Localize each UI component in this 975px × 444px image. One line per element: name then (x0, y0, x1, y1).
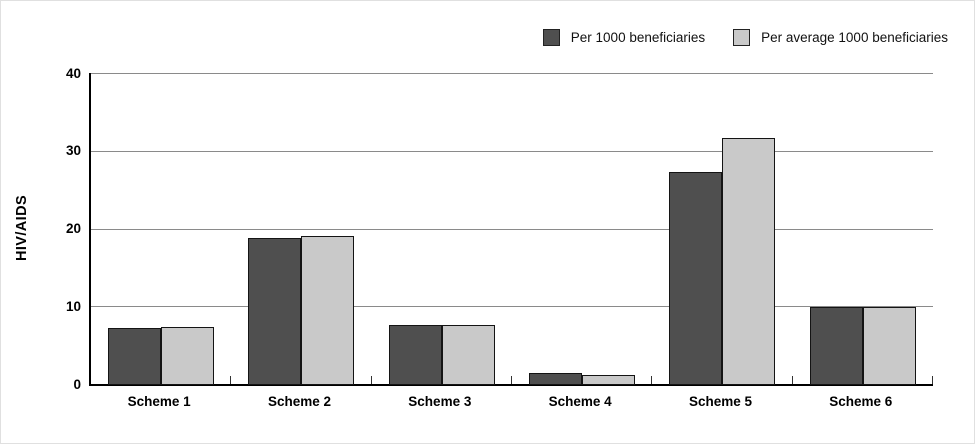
bar-group (652, 73, 792, 385)
y-tick-label: 10 (65, 298, 81, 314)
bar (582, 374, 636, 385)
y-tick-label: 30 (65, 143, 81, 158)
gridline (91, 150, 933, 152)
bar-group (91, 73, 231, 385)
gridline (91, 306, 933, 308)
bar (529, 373, 583, 385)
bar-group (793, 73, 933, 385)
bar (669, 171, 723, 385)
y-tick-label: 40 (65, 65, 81, 81)
gridline (91, 228, 933, 230)
gridline (91, 73, 933, 74)
x-axis-tick (932, 376, 933, 384)
y-axis-tick-labels: 0 10 20 30 40 (1, 66, 81, 390)
bar (161, 326, 215, 385)
legend-swatch-icon (733, 29, 751, 46)
x-axis-tick (651, 376, 653, 384)
bar (862, 307, 916, 385)
bar (108, 328, 162, 385)
x-axis-category-labels: Scheme 1 Scheme 2 Scheme 3 Scheme 4 Scheme 5… (89, 394, 931, 409)
bar (388, 325, 442, 385)
legend-item: Per average 1000 beneficiaries (733, 29, 948, 46)
legend-label: Per 1000 beneficiaries (570, 30, 706, 45)
bar (301, 235, 355, 385)
x-axis-tick (370, 376, 372, 384)
x-category-label: Scheme 2 (267, 394, 332, 409)
x-category-label: Scheme 5 (688, 394, 752, 409)
plot-area (89, 73, 933, 386)
x-axis-tick (511, 376, 512, 384)
bar (248, 238, 302, 385)
bars-container (91, 73, 933, 385)
x-category-label: Scheme 4 (548, 394, 612, 409)
x-category-label: Scheme 1 (127, 394, 191, 409)
bar-group (372, 73, 512, 385)
bar (809, 307, 863, 385)
legend-label: Per average 1000 beneficiaries (761, 30, 948, 45)
bar (441, 325, 495, 385)
bar-group (231, 73, 371, 385)
y-tick-label: 0 (73, 376, 81, 392)
x-axis-tick (230, 376, 232, 384)
chart-legend: Per 1000 beneficiaries Per average 1000 b… (542, 29, 948, 46)
x-category-label: Scheme 6 (829, 394, 893, 409)
x-category-label: Scheme 3 (408, 394, 472, 409)
y-tick-label: 20 (65, 220, 81, 236)
bar (722, 137, 776, 385)
legend-swatch-icon (542, 29, 560, 46)
legend-item: Per 1000 beneficiaries (542, 29, 706, 46)
x-axis-tick (791, 376, 793, 384)
bar-group (512, 73, 652, 385)
